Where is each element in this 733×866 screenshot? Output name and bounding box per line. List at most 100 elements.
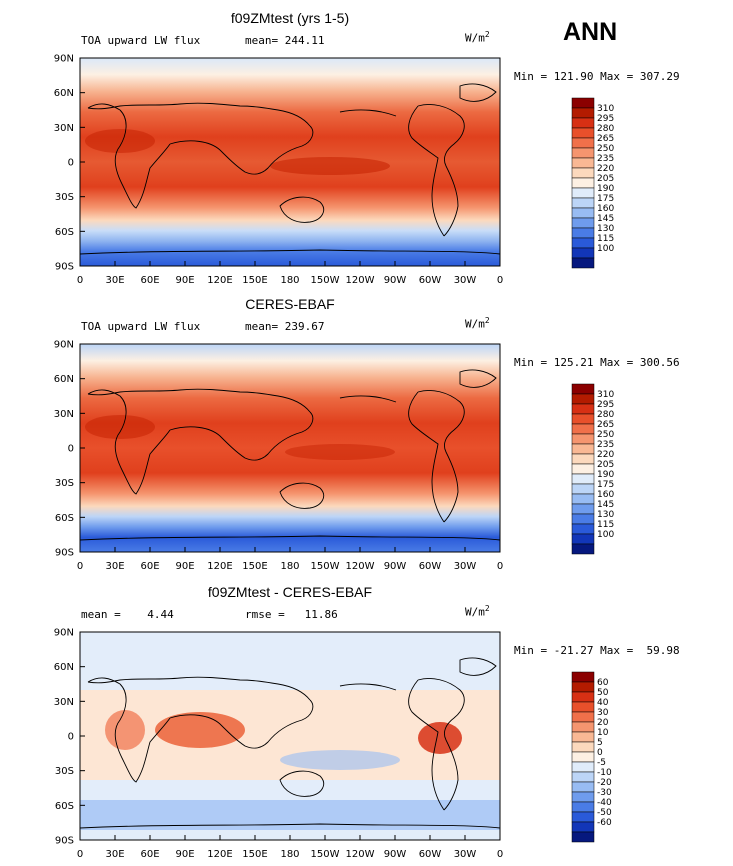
colorbar-swatch	[571, 117, 595, 129]
colorbar-swatch	[571, 811, 595, 823]
lon-label: 150W	[311, 275, 340, 286]
colorbar-label: -10	[597, 768, 612, 778]
colorbar-swatch	[571, 147, 595, 159]
lon-label: 90W	[384, 849, 407, 860]
lat-tick-marks	[80, 631, 85, 841]
colorbar-label: 220	[597, 450, 614, 460]
colorbar-swatch	[571, 207, 595, 219]
colorbar-swatch	[571, 801, 595, 813]
panel-variable-label: TOA upward LW flux	[81, 320, 201, 333]
colorbar-label: 130	[597, 224, 614, 234]
colorbar-label: 40	[597, 698, 609, 708]
colorbar-swatch	[571, 493, 595, 505]
lon-label: 0	[77, 849, 83, 860]
colorbar-label: 235	[597, 154, 614, 164]
colorbar-swatch	[571, 483, 595, 495]
lon-label: 120E	[207, 561, 232, 572]
colorbar-label: 205	[597, 174, 614, 184]
colorbar-label: 100	[597, 530, 614, 540]
warm-anomaly-south-america	[418, 722, 462, 754]
colorbar-label: 280	[597, 124, 614, 134]
lon-label: 30W	[454, 275, 477, 286]
lon-label: 60W	[419, 275, 442, 286]
lat-label: 60S	[55, 801, 74, 812]
colorbar-swatch	[571, 187, 595, 199]
colorbar-label: 190	[597, 184, 614, 194]
colorbar-swatch	[571, 217, 595, 229]
colorbar-swatch	[571, 721, 595, 733]
colorbar-label: -40	[597, 798, 612, 808]
colorbar-swatch	[571, 257, 595, 269]
colorbar-swatch	[571, 701, 595, 713]
lat-label: 30S	[55, 766, 74, 777]
colorbar-swatch	[571, 197, 595, 209]
panel-rmse-label: rmse = 11.86	[245, 608, 338, 621]
colorbar-label: -50	[597, 808, 612, 818]
panel-mean-label: mean = 4.44	[81, 608, 174, 621]
colorbar-swatch	[571, 127, 595, 139]
colorbar-label: 115	[597, 520, 614, 530]
map-panel-obs: 90N 60N 30N 0 30S 60S 90S 0 30E 60E 90E …	[54, 340, 503, 573]
lat-label: 60N	[54, 374, 74, 385]
colorbar-label: 115	[597, 234, 614, 244]
panel-title-diff: f09ZMtest - CERES-EBAF	[207, 584, 373, 600]
lon-label: 0	[497, 275, 503, 286]
lon-label: 90E	[175, 561, 194, 572]
colorbar-label: 310	[597, 104, 614, 114]
lon-label: 120W	[346, 849, 375, 860]
lon-label: 0	[497, 561, 503, 572]
colorbar-swatch	[571, 383, 595, 395]
coastlines	[79, 657, 501, 829]
colorbar-label: 250	[597, 144, 614, 154]
lat-label: 60N	[54, 88, 74, 99]
lon-label: 30E	[105, 561, 124, 572]
lat-label: 0	[68, 158, 74, 169]
colorbar-label: 190	[597, 470, 614, 480]
lat-label: 90S	[55, 836, 74, 847]
lon-label: 0	[77, 275, 83, 286]
lat-label: 60S	[55, 227, 74, 238]
colorbar-label: 250	[597, 430, 614, 440]
colorbar-swatch	[571, 523, 595, 535]
panel-title-obs: CERES-EBAF	[245, 296, 335, 312]
saharan-high	[85, 129, 155, 153]
colorbar-label: 265	[597, 420, 614, 430]
panel-units-label: W/m2	[465, 30, 490, 45]
colorbar-swatch	[571, 731, 595, 743]
lat-label: 60S	[55, 513, 74, 524]
colorbar-swatch	[571, 791, 595, 803]
colorbar-swatch	[571, 247, 595, 259]
lon-label: 30E	[105, 849, 124, 860]
panel-mean-label: mean= 244.11	[245, 34, 325, 47]
colorbar-label: 60	[597, 678, 609, 688]
colorbar-swatch	[571, 413, 595, 425]
lat-label: 30N	[54, 697, 74, 708]
lon-label: 150W	[311, 849, 340, 860]
colorbar-swatch	[571, 443, 595, 455]
lon-label: 120W	[346, 561, 375, 572]
colorbar-label: 295	[597, 400, 614, 410]
colorbar-label: 30	[597, 708, 609, 718]
colorbar-swatch	[571, 543, 595, 555]
colorbar-swatch	[571, 831, 595, 843]
colorbar-label: 50	[597, 688, 609, 698]
colorbar-swatch	[571, 473, 595, 485]
colorbar-swatch	[571, 227, 595, 239]
colorbar-swatch	[571, 711, 595, 723]
colorbar-swatch	[571, 107, 595, 119]
colorbar-swatch	[571, 761, 595, 773]
colorbar-label: 145	[597, 500, 614, 510]
lon-label: 120E	[207, 849, 232, 860]
colorbar-swatch	[571, 393, 595, 405]
colorbar-label: -30	[597, 788, 612, 798]
colorbar-label: 235	[597, 440, 614, 450]
panel-units-label: W/m2	[465, 604, 490, 619]
warm-pool-anomaly	[270, 157, 390, 175]
colorbar-swatch	[571, 423, 595, 435]
lon-label: 150E	[242, 849, 267, 860]
lat-label: 60N	[54, 662, 74, 673]
lon-label: 30W	[454, 849, 477, 860]
colorbar-label: -5	[597, 758, 606, 768]
colorbar-swatch	[571, 177, 595, 189]
